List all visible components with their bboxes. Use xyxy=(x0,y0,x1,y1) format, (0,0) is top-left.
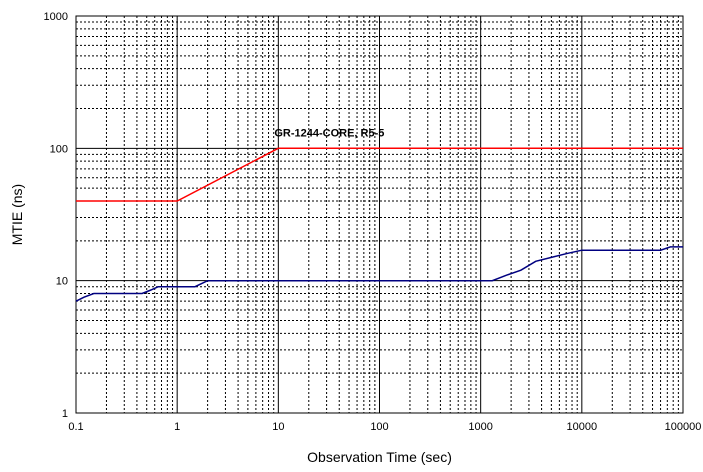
series-line-2 xyxy=(75,246,683,302)
x-tick-label: 100000 xyxy=(665,421,702,433)
y-tick-label: 1000 xyxy=(44,11,68,23)
x-tick-label: 0.1 xyxy=(68,421,83,433)
y-tick-label: 1 xyxy=(62,408,68,420)
x-tick-label: 10 xyxy=(272,421,284,433)
series-line-1 xyxy=(76,147,683,202)
plot-area-frame xyxy=(75,15,684,414)
x-tick-label: 1000 xyxy=(468,421,492,433)
x-tick-label: 10000 xyxy=(567,421,598,433)
x-tick-labels: 0.1 1 10 100 1000 10000 100000 xyxy=(68,421,701,433)
x-tick-label: 100 xyxy=(370,421,388,433)
y-axis-title: MTIE (ns) xyxy=(9,184,25,245)
y-tick-labels: 1 10 100 1000 xyxy=(44,11,68,420)
x-tick-label: 1 xyxy=(174,421,180,433)
series-annotation: GR-1244-CORE, R5-5 xyxy=(274,127,384,139)
x-axis-title: Observation Time (sec) xyxy=(307,449,452,465)
series-layer xyxy=(75,147,683,302)
y-tick-label: 10 xyxy=(56,276,68,288)
y-tick-label: 100 xyxy=(50,143,68,155)
